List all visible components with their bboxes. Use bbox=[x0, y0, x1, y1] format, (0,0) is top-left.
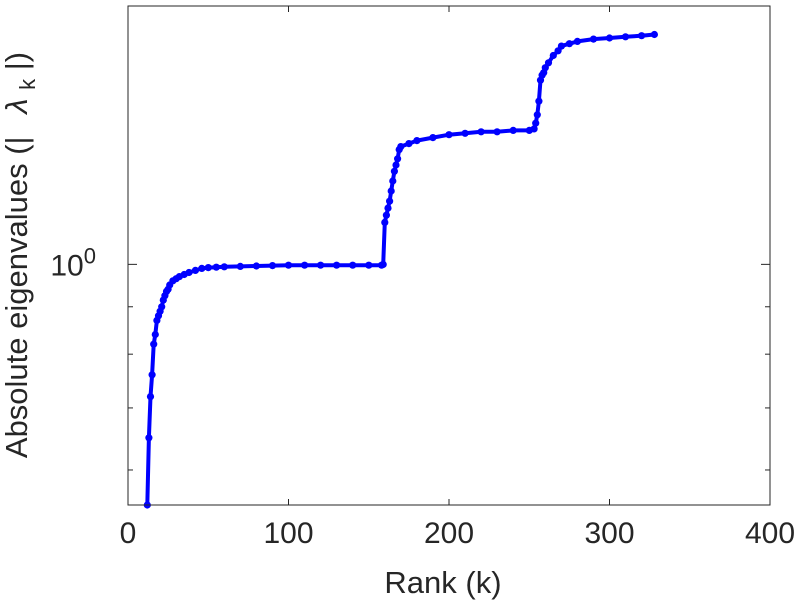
data-point bbox=[284, 261, 293, 269]
y-axis-label-subscript: k bbox=[15, 78, 40, 90]
svg-text:Absolute eigenvalues (|: Absolute eigenvalues (| λ k |) bbox=[0, 52, 42, 458]
x-axis-label: Rank (k) bbox=[384, 565, 501, 600]
x-tick-label: 200 bbox=[424, 517, 474, 550]
data-point bbox=[148, 371, 156, 379]
data-point bbox=[605, 34, 614, 42]
x-tick-label: 0 bbox=[120, 517, 137, 550]
data-point bbox=[533, 111, 541, 119]
data-point bbox=[397, 143, 405, 151]
data-point bbox=[535, 97, 543, 105]
data-point bbox=[413, 137, 421, 145]
y-axis-label-close: |) bbox=[0, 52, 34, 70]
x-tick-label: 300 bbox=[584, 517, 634, 550]
data-point bbox=[544, 59, 553, 67]
data-point bbox=[212, 263, 220, 271]
data-point bbox=[349, 261, 357, 269]
data-point bbox=[530, 125, 538, 133]
data-point bbox=[638, 32, 646, 40]
y-axis-label: Absolute eigenvalues (| λ k |) bbox=[0, 52, 42, 458]
data-point bbox=[381, 218, 389, 226]
data-point bbox=[429, 134, 437, 142]
data-point bbox=[301, 261, 309, 269]
labels-layer: Rank (k) Absolute eigenvalues (| λ k |) bbox=[0, 52, 502, 600]
data-point bbox=[405, 140, 413, 148]
data-point bbox=[532, 119, 540, 127]
plot-background bbox=[128, 6, 770, 505]
data-point bbox=[145, 434, 153, 442]
y-tick-label-exponent: 0 bbox=[84, 243, 96, 268]
data-point bbox=[146, 393, 155, 401]
data-point bbox=[477, 128, 485, 136]
data-point bbox=[220, 263, 228, 271]
data-point bbox=[565, 40, 574, 48]
data-point bbox=[158, 303, 166, 311]
data-point bbox=[392, 161, 400, 169]
data-point bbox=[589, 35, 598, 43]
data-point bbox=[382, 211, 390, 219]
y-axis-label-symbol: λ bbox=[0, 99, 34, 116]
data-point bbox=[387, 187, 395, 195]
data-point bbox=[394, 155, 402, 163]
data-point bbox=[390, 167, 398, 175]
data-point bbox=[384, 204, 392, 212]
data-point bbox=[621, 33, 630, 41]
data-point bbox=[650, 30, 659, 39]
data-point bbox=[509, 126, 517, 134]
data-point bbox=[365, 261, 373, 269]
data-point bbox=[150, 340, 158, 348]
data-point bbox=[185, 268, 193, 277]
data-point bbox=[389, 177, 397, 185]
series-layer bbox=[143, 30, 659, 509]
data-point bbox=[461, 129, 469, 137]
data-point bbox=[386, 197, 394, 205]
plot-area bbox=[128, 6, 770, 505]
data-point bbox=[445, 131, 453, 139]
data-point bbox=[198, 264, 206, 272]
x-tick-label: 400 bbox=[745, 517, 795, 550]
data-point bbox=[204, 264, 212, 272]
y-tick-label: 100 bbox=[50, 243, 96, 282]
data-point bbox=[333, 261, 341, 269]
y-axis-label-text: Absolute eigenvalues (| bbox=[0, 136, 34, 458]
data-point bbox=[317, 261, 325, 269]
data-point bbox=[151, 330, 159, 339]
data-point bbox=[573, 37, 582, 46]
data-point bbox=[268, 262, 277, 270]
data-point bbox=[191, 266, 199, 274]
data-point bbox=[252, 262, 260, 270]
data-point bbox=[236, 262, 244, 270]
data-point bbox=[379, 260, 387, 268]
y-tick-label-base: 10 bbox=[50, 249, 83, 282]
data-point bbox=[549, 51, 557, 60]
x-tick-label: 100 bbox=[263, 517, 313, 550]
data-point bbox=[557, 42, 566, 50]
data-point bbox=[493, 128, 501, 136]
